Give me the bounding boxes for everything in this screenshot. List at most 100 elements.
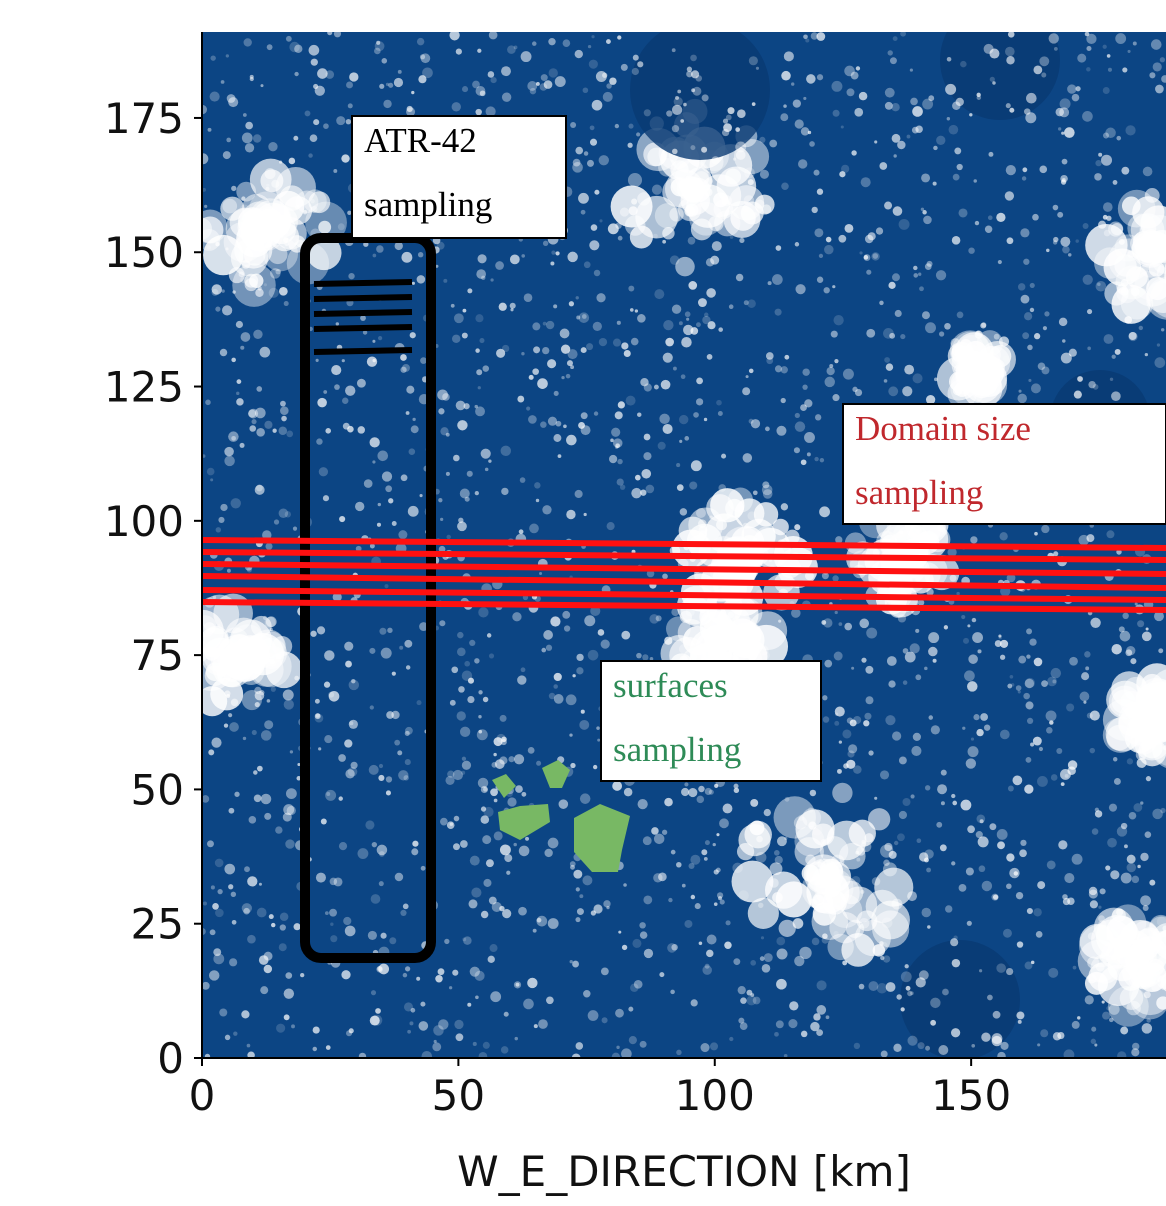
- cloud-cell: [294, 72, 298, 76]
- cloud-cell: [1108, 68, 1112, 72]
- cloud-cell: [581, 412, 588, 419]
- cloud-cell: [1031, 383, 1041, 393]
- cloud-cell: [1030, 308, 1034, 312]
- cloud-cell: [1100, 888, 1106, 894]
- cloud-cell: [313, 119, 319, 125]
- cloud-cell: [998, 634, 1001, 637]
- cloud-cell: [1131, 211, 1136, 216]
- cloud-cell: [681, 374, 686, 379]
- cloud-cell: [217, 624, 221, 628]
- cloud-cell: [895, 310, 902, 317]
- cloud-cell: [993, 1011, 1001, 1019]
- cloud-cell: [781, 71, 791, 81]
- cloud-cell: [419, 1021, 429, 1031]
- cloud-cell: [890, 57, 897, 64]
- cloud-cell: [716, 519, 727, 530]
- cloud-cell: [219, 1008, 227, 1016]
- cloud-cell: [676, 463, 680, 467]
- cloud-cell: [225, 1035, 230, 1040]
- cloud-cell: [860, 890, 864, 894]
- cloud-cell: [769, 878, 779, 888]
- cloud-cell: [988, 215, 993, 220]
- cloud-cell: [1048, 968, 1058, 978]
- cloud-cell: [814, 170, 820, 176]
- cloud-cell: [551, 251, 555, 255]
- cloud-cell: [573, 870, 582, 879]
- cloud-cell: [981, 1033, 990, 1042]
- cloud-cell: [726, 920, 731, 925]
- cloud-cell: [485, 468, 489, 472]
- cloud-cell: [570, 960, 573, 963]
- cloud-cell: [762, 481, 769, 488]
- cloud-cell: [577, 908, 584, 915]
- cloud-cell: [733, 958, 740, 965]
- cloud-cell: [856, 66, 860, 70]
- cloud-cell: [679, 321, 683, 325]
- cloud-cell: [693, 412, 699, 418]
- cloud-cell: [1005, 47, 1015, 57]
- cloud-cell: [1146, 627, 1149, 630]
- cloud-cell: [893, 206, 903, 216]
- cloud-cell: [784, 51, 794, 61]
- cloud-cell: [1106, 530, 1114, 538]
- cloud-cell: [1006, 103, 1011, 108]
- cloud: [832, 783, 852, 803]
- cloud-cell: [633, 55, 639, 61]
- cloud-cell: [588, 45, 591, 48]
- cloud-cell: [952, 102, 961, 111]
- cloud-cell: [823, 716, 829, 722]
- cloud-cell: [590, 139, 597, 146]
- cloud-cell: [1019, 849, 1027, 857]
- cloud-cell: [879, 162, 887, 170]
- cloud-cell: [1120, 631, 1131, 642]
- cloud-cell: [242, 133, 253, 144]
- cloud-cell: [609, 77, 616, 84]
- cloud-cell: [467, 696, 474, 703]
- cloud-cell: [329, 691, 340, 702]
- cloud-cell: [918, 273, 921, 276]
- cloud-cell: [285, 511, 291, 517]
- cloud-cell: [1085, 666, 1089, 670]
- cloud-cell: [599, 219, 602, 222]
- cloud: [813, 902, 836, 925]
- cloud-cell: [210, 55, 215, 60]
- cloud-cell: [280, 406, 289, 415]
- cloud-cell: [643, 896, 652, 905]
- cloud-cell: [999, 532, 1007, 540]
- cloud-cell: [516, 983, 520, 987]
- cloud-cell: [795, 119, 804, 128]
- cloud-cell: [716, 833, 719, 836]
- cloud-cell: [346, 119, 351, 124]
- cloud-cell: [664, 798, 673, 807]
- cloud-cell: [816, 32, 825, 41]
- cloud-cell: [1129, 939, 1135, 945]
- cloud-cell: [444, 939, 449, 944]
- cloud-cell: [275, 826, 282, 833]
- cloud-cell: [1153, 62, 1162, 71]
- cloud-cell: [576, 316, 580, 320]
- cloud-cell: [327, 30, 332, 35]
- cloud-cell: [575, 917, 580, 922]
- annotation-text: ATR-42: [364, 121, 477, 160]
- cloud-cell: [827, 367, 835, 375]
- atr-leg: [314, 350, 412, 352]
- cloud-cell: [719, 818, 729, 828]
- cloud-cell: [969, 113, 972, 116]
- cloud-cell: [765, 426, 770, 431]
- cloud-cell: [386, 776, 392, 782]
- cloud-cell: [671, 944, 677, 950]
- cloud-cell: [1128, 944, 1133, 949]
- cloud-cell: [284, 1014, 290, 1020]
- cloud-cell: [685, 311, 691, 317]
- cloud-cell: [675, 96, 679, 100]
- atr-leg: [314, 282, 412, 284]
- cloud-cell: [812, 825, 823, 836]
- cloud-cell: [446, 433, 450, 437]
- cloud-cell: [744, 167, 755, 178]
- cloud-cell: [279, 943, 287, 951]
- cloud-cell: [563, 39, 571, 47]
- cloud-cell: [347, 211, 351, 215]
- cloud-cell: [1095, 160, 1101, 166]
- cloud-cell: [723, 123, 732, 132]
- cloud-cell: [229, 958, 237, 966]
